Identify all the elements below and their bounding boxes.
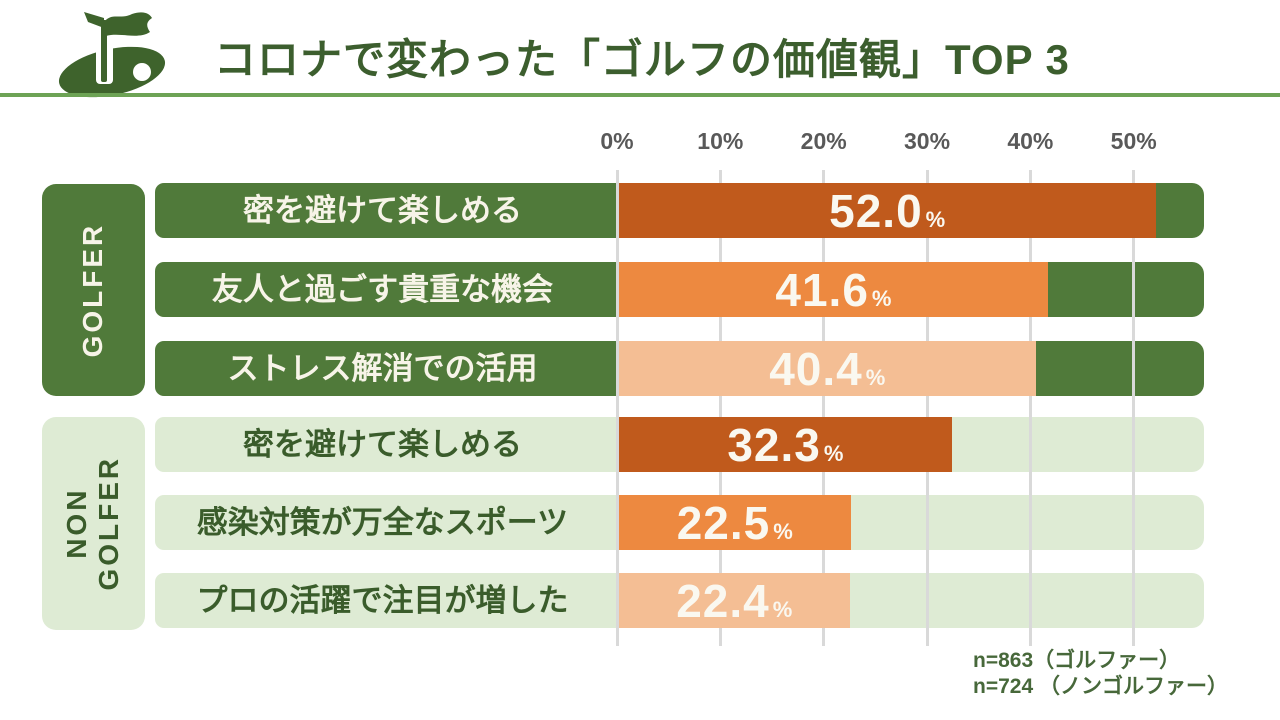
value-label: 32.3%: [727, 418, 844, 471]
gridline: [1132, 170, 1136, 646]
value-bar: 22.4%: [618, 573, 850, 628]
value-label: 41.6%: [775, 263, 892, 316]
sample-size-non-golfer: n=724 （ノンゴルファー）: [973, 675, 1228, 698]
page-title: コロナで変わった「ゴルフの価値観」TOP 3: [214, 36, 1070, 83]
value-bar: 52.0%: [618, 183, 1156, 238]
value-label: 40.4%: [769, 342, 886, 395]
group-band-golfer: GOLFER: [42, 184, 145, 396]
gridline: [822, 170, 826, 646]
group-band-non-golfer-label: NON GOLFER: [61, 456, 125, 591]
value-bar: 22.5%: [618, 495, 851, 550]
gridline: [615, 170, 619, 646]
value-label: 22.5%: [676, 496, 793, 549]
value-bar: 41.6%: [618, 262, 1049, 317]
value-bar: 32.3%: [618, 417, 953, 472]
row-label: プロの活躍で注目が増した: [196, 583, 569, 618]
gridline: [1028, 170, 1032, 646]
value-label: 52.0%: [829, 184, 946, 237]
row-label: 密を避けて楽しめる: [243, 427, 522, 462]
group-band-golfer-label: GOLFER: [77, 222, 109, 358]
value-label: 22.4%: [676, 574, 793, 627]
x-axis-tick-label: 0%: [600, 128, 634, 154]
x-axis-tick-label: 40%: [1007, 128, 1054, 154]
gridline: [718, 170, 722, 646]
golf-green-flag-icon: [58, 12, 166, 98]
row-label: 友人と過ごす貴重な機会: [211, 272, 554, 307]
sample-size-golfer: n=863（ゴルファー）: [973, 649, 1181, 672]
header-divider-line: [0, 93, 1280, 97]
x-axis-tick-label: 10%: [697, 128, 744, 154]
x-axis-tick-label: 20%: [800, 128, 847, 154]
group-band-non-golfer: NON GOLFER: [42, 417, 145, 630]
gridline: [925, 170, 929, 646]
row-label: ストレス解消での活用: [227, 351, 538, 386]
x-axis-tick-label: 50%: [1110, 128, 1157, 154]
value-bar: 40.4%: [618, 341, 1036, 396]
x-axis-tick-label: 30%: [903, 128, 951, 154]
row-label: 密を避けて楽しめる: [243, 193, 522, 228]
row-label: 感染対策が万全なスポーツ: [196, 505, 569, 540]
